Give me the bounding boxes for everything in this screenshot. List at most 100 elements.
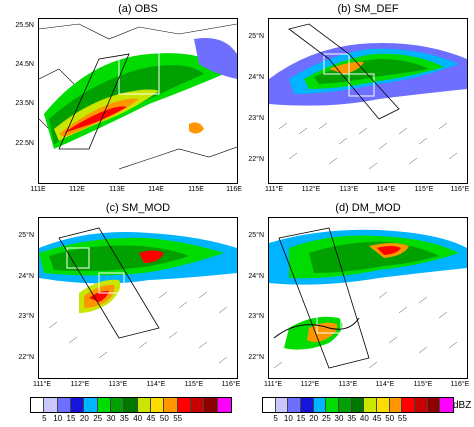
colorbar-label: 10 (53, 414, 63, 423)
panel-b-x-tick: 112°E (301, 186, 321, 193)
colorbar-label: 55 (173, 414, 183, 423)
panel-c-x-tick: 114°E (146, 381, 166, 388)
panel-d-x-tick: 113°E (338, 381, 358, 388)
colorbar-segment (338, 398, 352, 412)
colorbar-segment (177, 398, 191, 412)
colorbar-segment (137, 398, 151, 412)
colorbar-label: 40 (133, 414, 143, 423)
colorbar-segment (364, 398, 377, 412)
panel-b-title: (b) SM_DEF (337, 3, 399, 15)
panel-c-x-tick: 115°E (184, 381, 204, 388)
colorbar-label: 35 (119, 414, 129, 423)
colorbar-label: 15 (296, 414, 306, 423)
panel-d-y-tick: 23°N (248, 313, 264, 320)
colorbar-segment (300, 398, 314, 412)
colorbar-segment (124, 398, 138, 412)
panel-b-map (268, 18, 468, 184)
panel-d-y-tick: 24°N (248, 273, 264, 280)
panel-c-reflectivity (39, 227, 237, 364)
colorbar-segment (440, 398, 453, 412)
colorbar-segment (57, 398, 71, 412)
colorbar-segment (288, 398, 301, 412)
colorbar-segment (217, 398, 231, 412)
colorbar-label: 20 (79, 414, 89, 423)
panel-b-y-tick: 24°N (248, 74, 264, 81)
panel-d-x-tick: 112°E (300, 381, 320, 388)
colorbar-label: 30 (106, 414, 116, 423)
panel-c-title: (c) SM_MOD (105, 202, 171, 214)
panel-b-x-tick: 114°E (376, 186, 396, 193)
panel-d-x-tick: 116°E (450, 381, 470, 388)
panel-d-x-tick: 114°E (375, 381, 395, 388)
panel-c-wind-barbs (48, 291, 228, 364)
colorbar-label: 55 (397, 414, 407, 423)
colorbar-segment (150, 398, 165, 412)
panel-c-y-tick: 23°N (18, 313, 34, 320)
colorbar-segment (70, 398, 85, 412)
colorbar-label: 25 (93, 414, 103, 423)
colorbar-label: 35 (347, 414, 357, 423)
colorbar-segment (275, 398, 289, 412)
panel-a-x-tick: 111E (30, 186, 46, 193)
colorbar-segment (204, 398, 218, 412)
colorbar-segment (313, 398, 327, 412)
panel-c-y-tick: 24°N (18, 273, 34, 280)
colorbar-segment (84, 398, 98, 412)
panel-a-title: (a) OBS (118, 3, 158, 15)
panel-a-x-tick: 113E (109, 186, 125, 193)
colorbar-segment (351, 398, 365, 412)
panel-c-map (38, 217, 238, 379)
colorbar-right (262, 397, 454, 413)
colorbar-segment (414, 398, 428, 412)
panel-d-wind-barbs (273, 291, 458, 369)
panel-c-x-tick: 112°E (70, 381, 90, 388)
panel-c-y-tick: 22°N (18, 354, 34, 361)
colorbar-label: 45 (372, 414, 382, 423)
colorbar-segment (389, 398, 403, 412)
panel-c-x-tick: 113°E (108, 381, 128, 388)
panel-a-x-tick: 114E (148, 186, 164, 193)
panel-a-y-tick: 23.5N (15, 100, 34, 107)
panel-b-wind-barbs (278, 122, 458, 170)
panel-c-x-tick: 111°E (32, 381, 52, 388)
panel-b-x-tick: 113°E (339, 186, 359, 193)
panel-d-x-tick: 111°E (263, 381, 283, 388)
colorbar-label: 50 (159, 414, 169, 423)
colorbar-segment (110, 398, 125, 412)
colorbar-label: 45 (146, 414, 156, 423)
colorbar-segment (376, 398, 390, 412)
panel-a-x-tick: 115E (188, 186, 204, 193)
panel-b-x-tick: 111°E (264, 186, 284, 193)
colorbar-segment (402, 398, 415, 412)
panel-d-title: (d) DM_MOD (335, 202, 401, 214)
colorbar-segment (326, 398, 339, 412)
colorbar-label: 50 (385, 414, 395, 423)
panel-a-y-tick: 22.5N (15, 140, 34, 147)
panel-d-y-tick: 22°N (248, 354, 264, 361)
colorbar-segment (190, 398, 205, 412)
colorbar-segment (164, 398, 178, 412)
panel-c-x-tick: 116°E (221, 381, 241, 388)
colorbar-label: 30 (334, 414, 344, 423)
panel-a-x-tick: 116E (226, 186, 242, 193)
panel-c-y-tick: 25°N (18, 232, 34, 239)
panel-a-reflectivity (39, 23, 237, 170)
panel-a-map (38, 18, 238, 184)
panel-b-x-tick: 116°E (450, 186, 470, 193)
panel-b-y-tick: 25°N (248, 33, 264, 40)
panel-d-y-tick: 25°N (248, 232, 264, 239)
panel-b-y-tick: 22°N (248, 156, 264, 163)
panel-b-reflectivity (269, 23, 467, 170)
colorbar-segment (31, 398, 45, 412)
panel-d-reflectivity (269, 227, 467, 369)
panel-b-x-tick: 115°E (414, 186, 434, 193)
panel-b-y-tick: 23°N (248, 115, 264, 122)
panel-d-map (268, 217, 468, 379)
colorbar-label: 5 (273, 414, 278, 423)
colorbar-label: 25 (321, 414, 331, 423)
colorbar-segment (263, 398, 276, 412)
colorbar-unit: dBZ (453, 400, 472, 411)
colorbar-segment (97, 398, 111, 412)
colorbar-label: 40 (359, 414, 369, 423)
colorbar-left (30, 397, 232, 413)
